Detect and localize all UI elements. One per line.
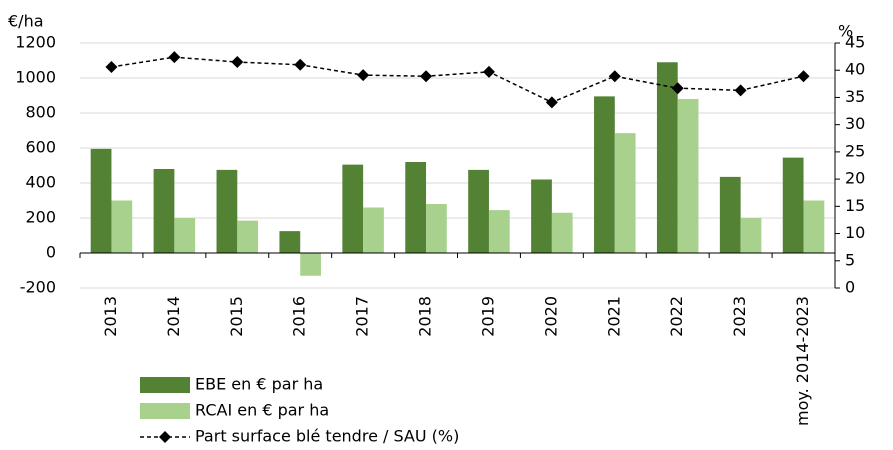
x-tick-label: 2014 xyxy=(164,296,183,337)
line-marker xyxy=(671,82,684,95)
bar xyxy=(111,200,133,253)
legend-label: RCAI en € par ha xyxy=(195,401,329,420)
bar xyxy=(782,157,804,253)
x-tick-label: 2020 xyxy=(541,296,560,337)
line-marker xyxy=(482,65,495,78)
line-marker xyxy=(105,60,118,73)
bar xyxy=(531,179,552,253)
bar xyxy=(614,133,636,253)
y-tick-label: -200 xyxy=(20,278,56,297)
legend-swatch xyxy=(140,377,190,393)
y2-tick-label: 20 xyxy=(845,169,865,188)
x-tick-label: 2013 xyxy=(101,296,120,337)
x-tick-label: moy. 2014-2023 xyxy=(793,296,812,426)
bar xyxy=(153,169,175,253)
line-marker xyxy=(545,96,558,109)
bar xyxy=(594,96,615,253)
y-tick-label: 1000 xyxy=(15,68,56,87)
line-marker xyxy=(797,70,810,83)
x-tick-label: 2017 xyxy=(353,296,372,337)
line-series xyxy=(111,56,804,104)
bar xyxy=(342,164,364,253)
bar xyxy=(677,99,699,253)
line-marker xyxy=(294,58,307,71)
legend-marker xyxy=(159,431,171,443)
y-tick-label: 400 xyxy=(25,173,56,192)
y2-axis-label: % xyxy=(838,22,853,41)
y-tick-label: 800 xyxy=(25,103,56,122)
y2-tick-label: 30 xyxy=(845,114,865,133)
legend-label: EBE en € par ha xyxy=(195,375,323,394)
bar xyxy=(279,231,301,253)
x-tick-label: 2018 xyxy=(416,296,435,337)
legend-swatch xyxy=(140,403,190,419)
line-marker xyxy=(608,70,621,83)
y2-tick-label: 15 xyxy=(845,196,865,215)
y-tick-label: 0 xyxy=(46,243,56,262)
y-tick-label: 600 xyxy=(25,138,56,157)
y-axis-label: €/ha xyxy=(8,12,44,31)
bar xyxy=(656,62,678,253)
line-marker xyxy=(231,56,244,69)
bar xyxy=(216,169,238,253)
bar xyxy=(719,176,741,253)
x-tick-label: 2019 xyxy=(478,296,497,337)
y2-tick-label: 5 xyxy=(845,250,855,269)
line-marker xyxy=(357,69,370,82)
y2-tick-label: 25 xyxy=(845,141,865,160)
y2-tick-label: 45 xyxy=(845,33,865,52)
y-tick-label: 200 xyxy=(25,208,56,227)
x-tick-label: 2023 xyxy=(730,296,749,337)
bar xyxy=(237,220,259,253)
bar xyxy=(426,204,447,253)
line-marker xyxy=(420,70,433,83)
x-tick-label: 2021 xyxy=(604,296,623,337)
line-marker xyxy=(734,84,747,97)
line-marker xyxy=(168,51,181,64)
bar xyxy=(90,148,112,253)
bar xyxy=(363,207,384,253)
y2-tick-label: 10 xyxy=(845,223,865,242)
bar xyxy=(803,200,825,253)
x-tick-label: 2016 xyxy=(290,296,309,337)
y2-tick-label: 0 xyxy=(845,278,855,297)
bar xyxy=(174,218,196,253)
bar xyxy=(488,210,510,253)
bar xyxy=(468,169,489,253)
y2-tick-label: 40 xyxy=(845,60,865,79)
y2-tick-label: 35 xyxy=(845,87,865,106)
y-tick-label: 1200 xyxy=(15,33,56,52)
bar xyxy=(405,162,427,253)
x-tick-label: 2015 xyxy=(227,296,246,337)
bar xyxy=(300,253,321,276)
bar xyxy=(551,212,573,253)
bar xyxy=(740,218,762,253)
x-tick-label: 2022 xyxy=(667,296,686,337)
legend-label: Part surface blé tendre / SAU (%) xyxy=(195,427,459,446)
